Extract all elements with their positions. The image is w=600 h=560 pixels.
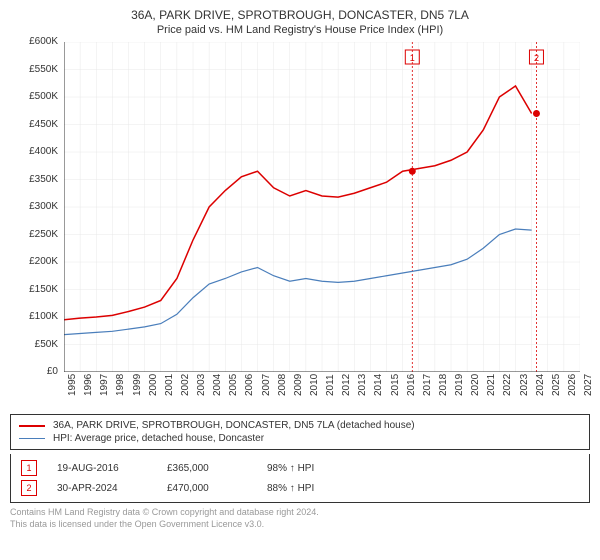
x-tick-label: 1995 (67, 374, 78, 396)
sale-marker-icon: 2 (21, 480, 37, 496)
y-tick-label: £350K (29, 174, 58, 185)
x-tick-label: 2016 (406, 374, 417, 396)
x-tick-label: 2018 (438, 374, 449, 396)
x-tick-label: 1996 (83, 374, 94, 396)
sale-date: 30-APR-2024 (57, 483, 147, 494)
x-tick-label: 2022 (502, 374, 513, 396)
x-tick-label: 2009 (293, 374, 304, 396)
x-tick-label: 2026 (567, 374, 578, 396)
x-tick-label: 2011 (325, 374, 336, 396)
y-tick-label: £100K (29, 311, 58, 322)
sale-pct: 88% ↑ HPI (267, 483, 314, 494)
x-tick-label: 2015 (390, 374, 401, 396)
y-tick-label: £200K (29, 256, 58, 267)
x-tick-label: 2023 (519, 374, 530, 396)
legend-swatch-icon (19, 425, 45, 427)
x-tick-label: 2025 (551, 374, 562, 396)
y-tick-label: £300K (29, 201, 58, 212)
sale-row: 1 19-AUG-2016 £365,000 98% ↑ HPI (19, 458, 581, 478)
legend-swatch-icon (19, 438, 45, 439)
svg-text:1: 1 (410, 53, 415, 63)
svg-text:2: 2 (534, 53, 539, 63)
x-tick-label: 2020 (470, 374, 481, 396)
x-tick-label: 1998 (115, 374, 126, 396)
legend-item: 36A, PARK DRIVE, SPROTBROUGH, DONCASTER,… (19, 419, 581, 432)
y-tick-label: £550K (29, 64, 58, 75)
y-axis-labels: £0 £50K £100K £150K £200K £250K £300K £350K £400… (20, 36, 60, 376)
sale-pct: 98% ↑ HPI (267, 463, 314, 474)
y-tick-label: £450K (29, 119, 58, 130)
chart-title: 36A, PARK DRIVE, SPROTBROUGH, DONCASTER,… (10, 8, 590, 22)
y-tick-label: £50K (35, 339, 58, 350)
sale-date: 19-AUG-2016 (57, 463, 147, 474)
x-tick-label: 1999 (132, 374, 143, 396)
y-tick-label: £0 (47, 366, 58, 377)
attribution: Contains HM Land Registry data © Crown c… (10, 507, 590, 530)
x-tick-label: 2014 (373, 374, 384, 396)
x-tick-label: 1997 (99, 374, 110, 396)
y-tick-label: £500K (29, 91, 58, 102)
chart-subtitle: Price paid vs. HM Land Registry's House … (10, 24, 590, 36)
sale-marker-icon: 1 (21, 460, 37, 476)
legend-label: 36A, PARK DRIVE, SPROTBROUGH, DONCASTER,… (53, 420, 415, 431)
chart-svg: 12 (64, 42, 580, 372)
x-tick-label: 2004 (212, 374, 223, 396)
x-tick-label: 2000 (148, 374, 159, 396)
y-tick-label: £250K (29, 229, 58, 240)
legend: 36A, PARK DRIVE, SPROTBROUGH, DONCASTER,… (10, 414, 590, 450)
sale-row: 2 30-APR-2024 £470,000 88% ↑ HPI (19, 478, 581, 498)
x-tick-label: 2010 (309, 374, 320, 396)
sales-table: 1 19-AUG-2016 £365,000 98% ↑ HPI 2 30-AP… (10, 454, 590, 503)
x-tick-label: 2027 (583, 374, 594, 396)
attribution-line: This data is licensed under the Open Gov… (10, 519, 590, 531)
x-tick-label: 2003 (196, 374, 207, 396)
y-tick-label: £150K (29, 284, 58, 295)
legend-item: HPI: Average price, detached house, Donc… (19, 432, 581, 445)
x-tick-label: 2024 (535, 374, 546, 396)
x-tick-label: 2021 (486, 374, 497, 396)
x-tick-label: 2013 (357, 374, 368, 396)
sale-price: £365,000 (167, 463, 247, 474)
x-tick-label: 2001 (164, 374, 175, 396)
x-tick-label: 2019 (454, 374, 465, 396)
sale-price: £470,000 (167, 483, 247, 494)
x-tick-label: 2006 (244, 374, 255, 396)
x-tick-label: 2007 (261, 374, 272, 396)
x-tick-label: 2017 (422, 374, 433, 396)
x-tick-label: 2008 (277, 374, 288, 396)
y-tick-label: £400K (29, 146, 58, 157)
plot-area: £0 £50K £100K £150K £200K £250K £300K £350K £400… (20, 42, 580, 392)
y-tick-label: £600K (29, 36, 58, 47)
x-axis-labels: 1995 1996 1997 1998 1999 2000 2001 2002 2003 2004… (64, 374, 580, 394)
attribution-line: Contains HM Land Registry data © Crown c… (10, 507, 590, 519)
x-tick-label: 2002 (180, 374, 191, 396)
x-tick-label: 2012 (341, 374, 352, 396)
legend-label: HPI: Average price, detached house, Donc… (53, 433, 264, 444)
x-tick-label: 2005 (228, 374, 239, 396)
